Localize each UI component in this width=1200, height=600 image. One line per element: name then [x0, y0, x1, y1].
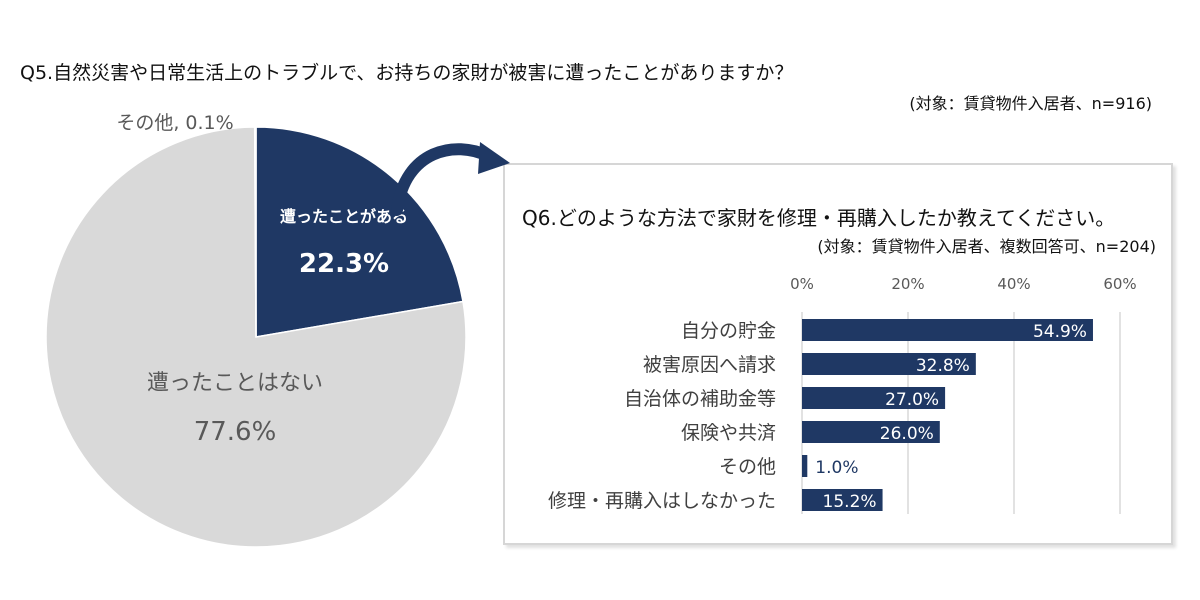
category-label: 被害原因へ請求: [643, 354, 776, 376]
data-label: 32.8%: [916, 356, 970, 376]
x-tick-label: 40%: [997, 275, 1030, 293]
category-label: 修理・再購入はしなかった: [548, 490, 776, 512]
pie-label-experienced: 遭ったことがある: [280, 207, 408, 226]
category-label: 自治体の補助金等: [624, 388, 776, 410]
data-label: 15.2%: [823, 492, 877, 512]
bar: [802, 387, 946, 409]
pie-label-other: その他, 0.1%: [116, 112, 233, 134]
data-label: 54.9%: [1033, 322, 1087, 342]
data-label: 27.0%: [885, 390, 939, 410]
data-label: 1.0%: [815, 458, 858, 478]
bar: [802, 319, 1093, 341]
q6-title: Q6.どのような方法で家財を修理・再購入したか教えてください。: [522, 206, 1116, 230]
pie-slice-experienced: [255, 126, 464, 338]
pie-slice-other: [253, 126, 257, 338]
data-label: 26.0%: [880, 424, 934, 444]
pie-value-experienced: 22.3%: [299, 249, 389, 279]
category-label: 自分の貯金: [681, 320, 776, 342]
pie-label-never: 遭ったことはない: [147, 371, 323, 396]
q5-subject: (対象：賃貸物件入居者、n=916): [909, 94, 1152, 113]
x-tick-label: 20%: [891, 275, 924, 293]
pie-value-never: 77.6%: [194, 417, 277, 447]
bar: [802, 421, 940, 443]
x-tick-label: 60%: [1103, 275, 1136, 293]
bar: [802, 353, 976, 375]
category-label: その他: [719, 456, 776, 478]
bar: [802, 455, 808, 477]
category-label: 保険や共済: [681, 422, 776, 444]
q5-title: Q5.自然災害や日常生活上のトラブルで、お持ちの家財が被害に遭ったことがあります…: [20, 62, 794, 84]
bar: [802, 489, 883, 511]
pie-slice-never: [45, 126, 467, 548]
x-tick-label: 0%: [790, 275, 814, 293]
q6-subject: (対象：賃貸物件入居者、複数回答可、n=204): [817, 237, 1156, 256]
